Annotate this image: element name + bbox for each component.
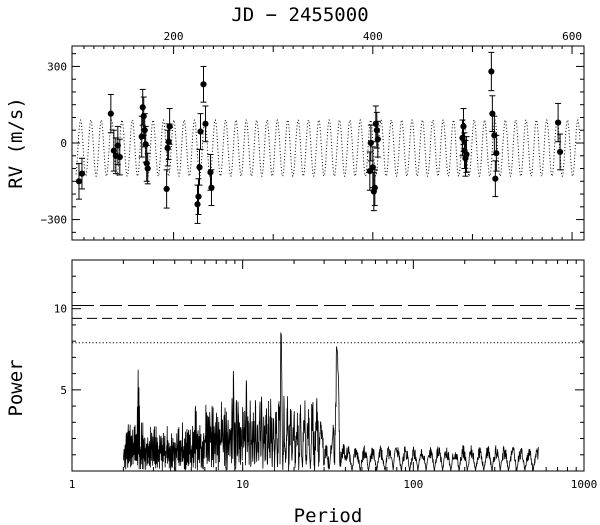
rv-data-point bbox=[493, 150, 500, 157]
period-tick-label: 10 bbox=[236, 478, 249, 491]
rv-data-point bbox=[555, 119, 562, 126]
rv-data-point bbox=[369, 164, 376, 171]
rv-x-tick-label: 400 bbox=[363, 30, 383, 43]
rv-data-point bbox=[374, 136, 381, 143]
rv-data-point bbox=[141, 127, 148, 134]
power-tick-label: 10 bbox=[54, 303, 67, 316]
rv-data-point bbox=[165, 138, 172, 145]
rv-data-point bbox=[142, 141, 149, 148]
power-axes: 1 10 100 1000 5 10 bbox=[54, 260, 598, 491]
period-tick-label: 1000 bbox=[571, 478, 598, 491]
rv-y-tick-label: 0 bbox=[60, 137, 67, 150]
period-x-axis-title: Period bbox=[294, 505, 363, 525]
periodogram-line bbox=[122, 332, 539, 472]
power-thresholds bbox=[72, 304, 584, 344]
rv-panel: JD − 2455000 RV (m/s) 200 400 600 300 0 −300 bbox=[5, 4, 585, 241]
rv-data-point bbox=[195, 193, 202, 200]
rv-data-point bbox=[371, 184, 378, 191]
rv-model-curve bbox=[75, 119, 581, 178]
rv-data-point bbox=[488, 68, 495, 75]
rv-data-point bbox=[107, 110, 114, 117]
rv-y-axis-title: RV (m/s) bbox=[5, 97, 27, 189]
rv-panel-frame bbox=[71, 45, 585, 241]
rv-data-point bbox=[75, 178, 83, 185]
rv-data-point bbox=[207, 169, 214, 176]
rv-data-point bbox=[200, 81, 207, 88]
rv-data-point bbox=[492, 175, 499, 182]
power-panel-frame bbox=[71, 259, 585, 472]
rv-observations bbox=[75, 51, 564, 224]
rv-data-point bbox=[139, 104, 146, 111]
rv-data-point bbox=[164, 145, 171, 152]
rv-data-point bbox=[194, 201, 201, 208]
rv-y-tick-label: 300 bbox=[47, 60, 67, 73]
power-panel: Power Period 1 10 100 1000 5 10 bbox=[5, 259, 598, 525]
rv-data-point bbox=[166, 123, 173, 130]
rv-data-point bbox=[556, 148, 564, 156]
rv-data-point bbox=[202, 120, 209, 127]
power-y-axis-title: Power bbox=[5, 359, 27, 416]
rv-data-point bbox=[196, 164, 203, 171]
rv-y-tick-label: −300 bbox=[41, 214, 68, 227]
period-tick-label: 100 bbox=[403, 478, 423, 491]
rv-axes: 200 400 600 300 0 −300 bbox=[41, 30, 584, 240]
rv-data-point bbox=[367, 139, 374, 147]
rv-data-point bbox=[78, 170, 86, 177]
rv-data-point bbox=[163, 185, 170, 193]
top-axis-title: JD − 2455000 bbox=[231, 4, 368, 26]
period-tick-label: 1 bbox=[69, 478, 76, 491]
periodogram-curve bbox=[122, 332, 539, 472]
rv-data-point bbox=[143, 160, 150, 167]
rv-data-point bbox=[144, 165, 151, 172]
rv-x-tick-label: 200 bbox=[164, 30, 184, 43]
rv-x-tick-label: 600 bbox=[562, 30, 582, 43]
rv-data-point bbox=[460, 123, 467, 130]
rv-data-point bbox=[463, 151, 470, 158]
rv-data-point bbox=[208, 184, 215, 191]
power-tick-label: 5 bbox=[60, 384, 67, 397]
rv-model-curve-line bbox=[75, 119, 581, 178]
rv-data-point bbox=[197, 128, 204, 135]
rv-data-point bbox=[140, 113, 147, 120]
rv-data-point bbox=[116, 153, 123, 161]
rv-data-point bbox=[489, 110, 496, 117]
rv-data-point bbox=[373, 127, 380, 134]
